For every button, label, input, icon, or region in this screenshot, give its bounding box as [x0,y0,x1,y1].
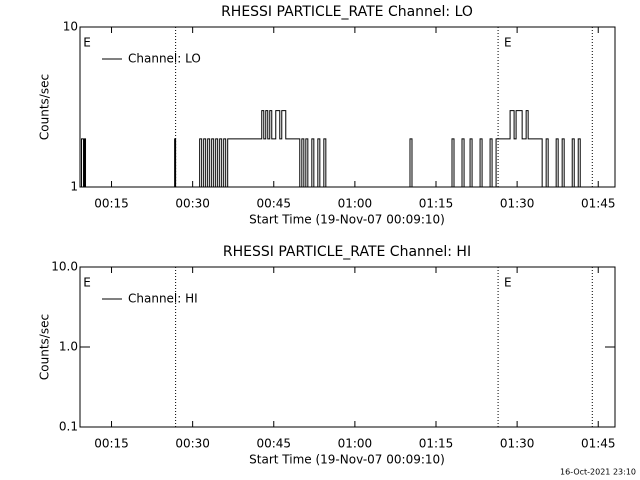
x-axis-label: Start Time (19-Nov-07 00:09:10) [249,453,445,467]
x-axis-label: Start Time (19-Nov-07 00:09:10) [249,213,445,227]
x-tick-label: 01:30 [500,437,535,451]
annotation: E [504,36,512,50]
data-line [80,110,615,188]
chart-title: RHESSI PARTICLE_RATE Channel: HI [223,244,471,260]
x-tick-label: 01:15 [419,197,454,211]
legend-label: Channel: LO [128,52,201,66]
x-tick-label: 00:30 [175,197,210,211]
x-tick-label: 00:45 [256,197,291,211]
y-tick-label: 0.1 [59,420,78,434]
x-tick-label: 01:30 [500,197,535,211]
annotation: E [83,36,91,50]
x-tick-label: 01:00 [338,197,373,211]
x-tick-label: 01:45 [581,197,616,211]
annotation: E [83,276,91,290]
footer: 16-Oct-2021 23:10 [560,468,636,477]
x-tick-label: 00:15 [94,437,129,451]
x-tick-label: 00:30 [175,437,210,451]
legend-label: Channel: HI [128,292,198,306]
y-tick-label: 10.0 [51,260,78,274]
chart-title: RHESSI PARTICLE_RATE Channel: LO [221,4,473,20]
x-tick-label: 01:15 [419,437,454,451]
x-tick-label: 01:45 [581,437,616,451]
y-tick-label: 10 [63,20,78,34]
x-tick-label: 00:15 [94,197,129,211]
y-axis-label: Counts/sec [38,314,52,380]
y-tick-label: 1 [70,180,78,194]
y-tick-label: 1.0 [59,340,78,354]
x-tick-label: 00:45 [256,437,291,451]
annotation: E [504,276,512,290]
x-tick-label: 01:00 [338,437,373,451]
y-axis-label: Counts/sec [38,74,52,140]
